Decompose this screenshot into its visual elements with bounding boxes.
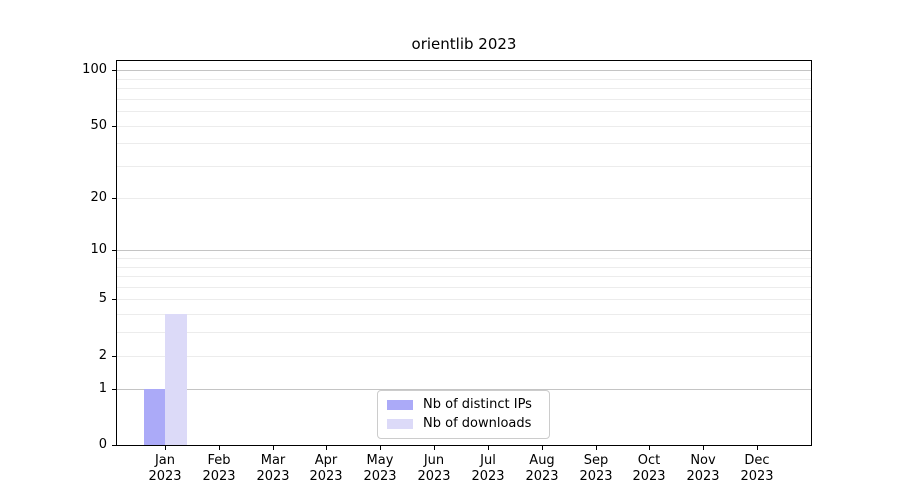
plot-area bbox=[116, 60, 812, 446]
gridline-major bbox=[117, 389, 811, 390]
y-tick-mark bbox=[112, 198, 116, 199]
x-tick-label: Apr 2023 bbox=[309, 453, 343, 484]
gridline-minor bbox=[117, 88, 811, 89]
gridline-minor bbox=[117, 314, 811, 315]
y-tick-mark bbox=[112, 445, 116, 446]
gridline-minor bbox=[117, 111, 811, 112]
x-tick-mark bbox=[326, 446, 327, 450]
x-tick-mark bbox=[488, 446, 489, 450]
bar-nb-of-distinct-ips bbox=[143, 388, 165, 445]
x-tick-label: May 2023 bbox=[363, 453, 397, 484]
legend-label: Nb of distinct IPs bbox=[423, 397, 532, 412]
gridline-minor bbox=[117, 79, 811, 80]
gridline-minor bbox=[117, 299, 811, 300]
legend-swatch bbox=[387, 419, 413, 429]
y-tick-mark bbox=[112, 389, 116, 390]
y-tick-label: 20 bbox=[90, 190, 107, 205]
y-tick-label: 1 bbox=[98, 381, 107, 396]
gridline-minor bbox=[117, 276, 811, 277]
y-tick-label: 50 bbox=[90, 118, 107, 133]
x-tick-mark bbox=[219, 446, 220, 450]
y-tick-mark bbox=[112, 356, 116, 357]
x-tick-label: Jun 2023 bbox=[417, 453, 451, 484]
gridline-major bbox=[117, 250, 811, 251]
y-tick-label: 100 bbox=[82, 62, 107, 77]
legend-entry: Nb of distinct IPs bbox=[387, 397, 540, 413]
x-tick-mark bbox=[273, 446, 274, 450]
x-tick-label: Feb 2023 bbox=[202, 453, 236, 484]
legend-entry: Nb of downloads bbox=[387, 416, 540, 432]
bar-nb-of-downloads bbox=[165, 314, 187, 445]
gridline-minor bbox=[117, 356, 811, 357]
gridline-minor bbox=[117, 258, 811, 259]
y-tick-label: 5 bbox=[98, 291, 107, 306]
x-tick-mark bbox=[165, 446, 166, 450]
y-tick-mark bbox=[112, 126, 116, 127]
gridline-minor bbox=[117, 143, 811, 144]
gridline-major bbox=[117, 70, 811, 71]
gridline-minor bbox=[117, 332, 811, 333]
x-tick-label: Sep 2023 bbox=[579, 453, 613, 484]
x-tick-label: Mar 2023 bbox=[256, 453, 290, 484]
y-tick-label: 0 bbox=[98, 437, 107, 452]
gridline-minor bbox=[117, 198, 811, 199]
gridline-minor bbox=[117, 287, 811, 288]
legend: Nb of distinct IPs Nb of downloads bbox=[377, 390, 550, 439]
y-tick-mark bbox=[112, 250, 116, 251]
y-tick-mark bbox=[112, 70, 116, 71]
x-tick-label: Aug 2023 bbox=[525, 453, 559, 484]
gridline-minor bbox=[117, 99, 811, 100]
y-tick-mark bbox=[112, 299, 116, 300]
gridline-minor bbox=[117, 126, 811, 127]
x-tick-mark bbox=[649, 446, 650, 450]
gridline-minor bbox=[117, 267, 811, 268]
x-tick-label: Dec 2023 bbox=[740, 453, 774, 484]
y-tick-label: 10 bbox=[90, 242, 107, 257]
x-tick-mark bbox=[380, 446, 381, 450]
x-tick-label: Oct 2023 bbox=[632, 453, 666, 484]
x-tick-mark bbox=[703, 446, 704, 450]
x-tick-label: Jan 2023 bbox=[148, 453, 182, 484]
x-tick-label: Nov 2023 bbox=[686, 453, 720, 484]
x-tick-mark bbox=[757, 446, 758, 450]
y-tick-label: 2 bbox=[98, 348, 107, 363]
gridline-minor bbox=[117, 166, 811, 167]
legend-swatch bbox=[387, 400, 413, 410]
x-tick-mark bbox=[434, 446, 435, 450]
x-tick-mark bbox=[596, 446, 597, 450]
x-tick-mark bbox=[542, 446, 543, 450]
x-tick-label: Jul 2023 bbox=[471, 453, 505, 484]
legend-label: Nb of downloads bbox=[423, 416, 532, 431]
chart-title: orientlib 2023 bbox=[411, 35, 517, 53]
